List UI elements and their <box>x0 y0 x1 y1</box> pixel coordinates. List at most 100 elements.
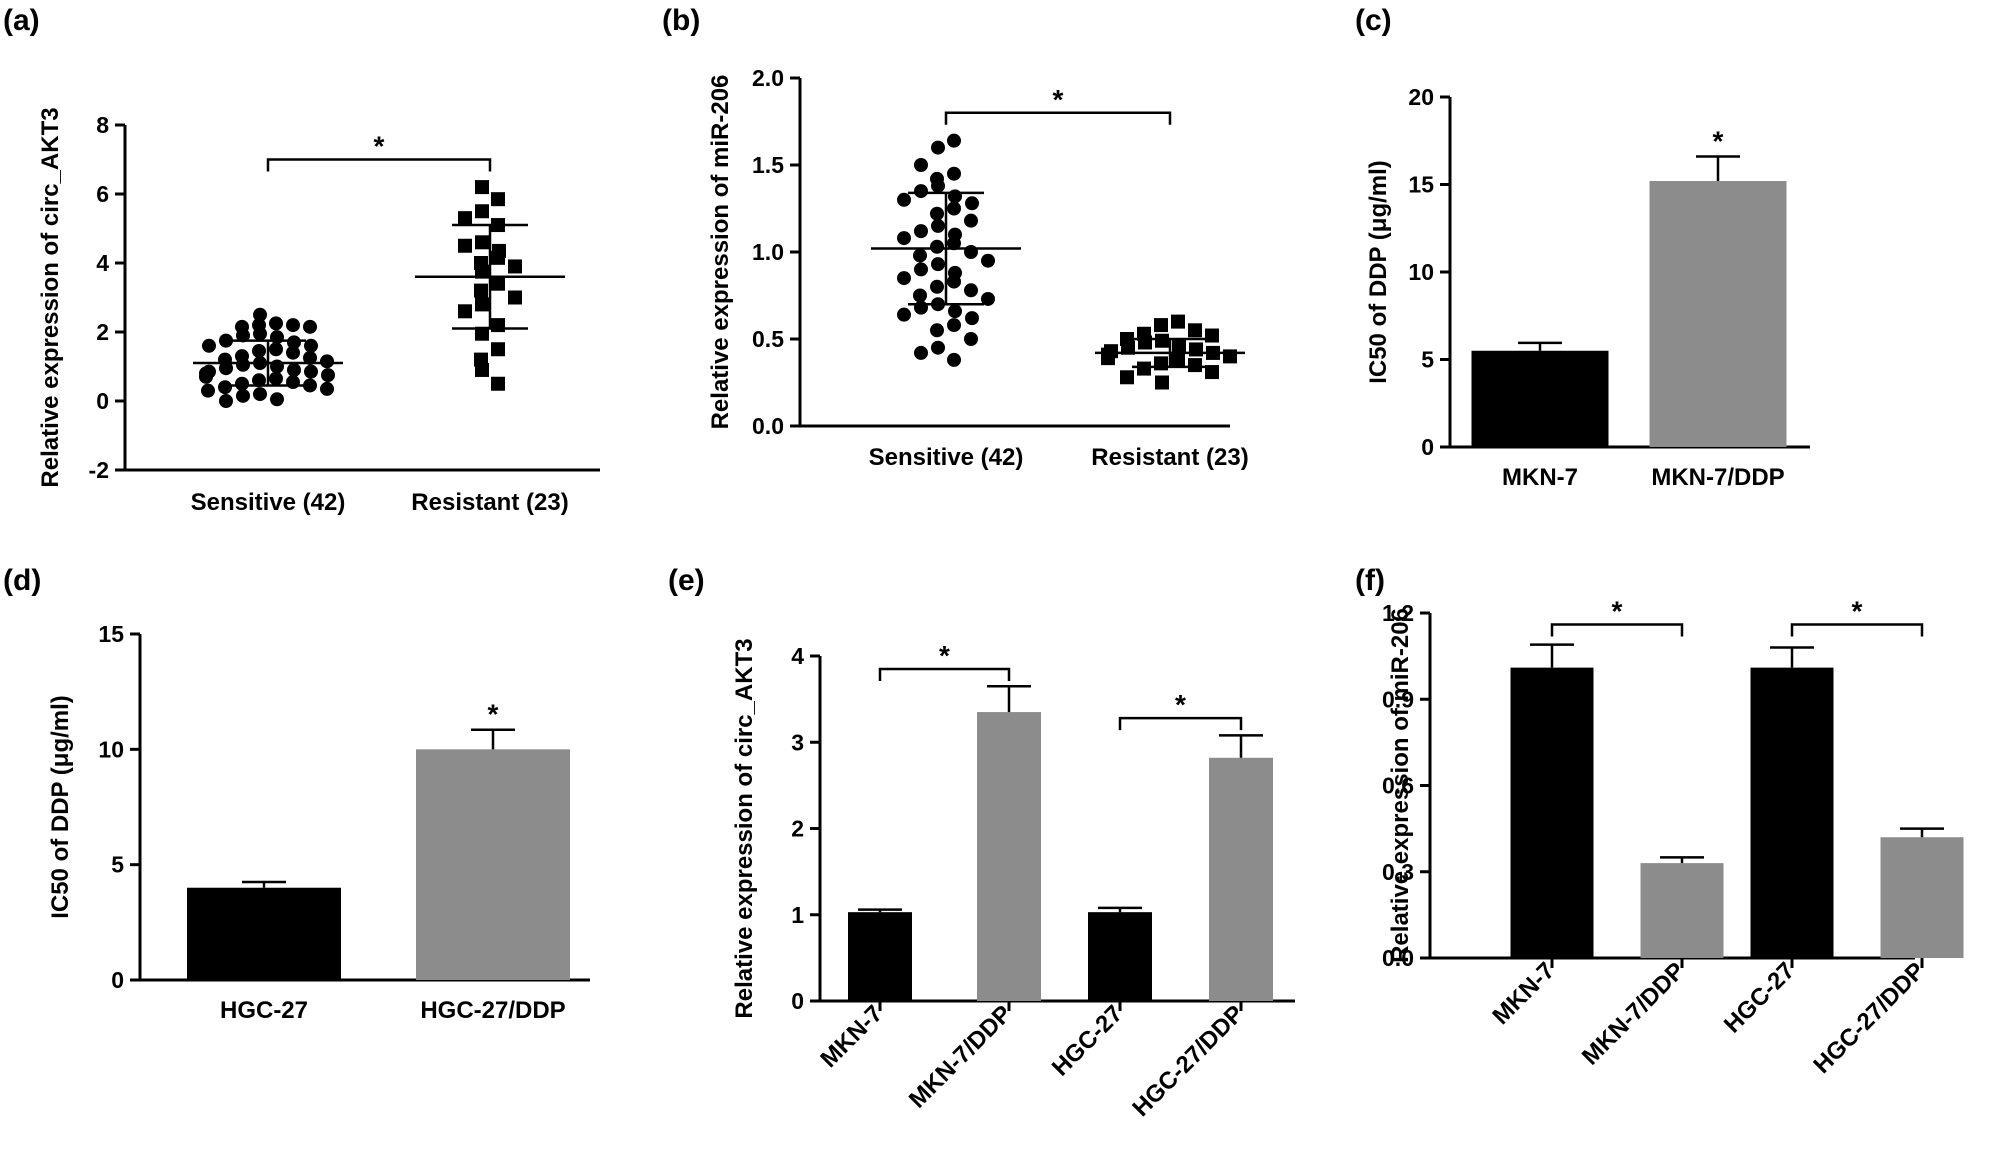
y-axis-label: IC50 of DDP (μg/ml) <box>1365 160 1392 384</box>
significance-star: * <box>1175 689 1186 720</box>
significance-bracket <box>1550 623 1684 637</box>
significance-star: * <box>1852 596 1863 627</box>
data-point <box>947 274 961 289</box>
data-point <box>491 318 505 333</box>
bar <box>1640 863 1724 958</box>
data-point <box>981 291 995 306</box>
data-point <box>269 371 283 386</box>
y-tick-label: 5 <box>1421 347 1434 373</box>
data-point <box>1223 349 1237 364</box>
data-point <box>1154 356 1168 371</box>
data-point <box>475 235 489 250</box>
y-tick-label: 0 <box>791 988 804 1014</box>
data-point <box>269 342 283 357</box>
x-tick-label: MKN-7/DDP <box>1577 957 1690 1070</box>
data-point <box>304 338 318 353</box>
data-point <box>320 354 334 369</box>
y-tick-label: 0 <box>111 967 124 993</box>
data-point <box>491 276 505 291</box>
data-point <box>458 211 472 226</box>
data-point <box>475 297 489 312</box>
y-tick-label: 0.6 <box>1382 773 1414 799</box>
data-point <box>1205 365 1219 380</box>
x-tick-label: MKN-7/DDP <box>904 1000 1017 1113</box>
data-point <box>947 236 961 251</box>
data-point <box>1189 342 1203 357</box>
y-tick-label: 0.9 <box>1382 686 1414 712</box>
data-point <box>914 300 928 315</box>
x-tick-label: Sensitive (42) <box>191 489 346 516</box>
bar <box>1880 837 1964 958</box>
data-point <box>321 368 335 383</box>
data-point <box>474 283 488 298</box>
data-point <box>913 248 927 263</box>
panel-label: (c) <box>1355 4 1392 37</box>
x-tick-label: Resistant (23) <box>411 489 568 516</box>
data-point <box>491 192 505 207</box>
significance-star: * <box>374 131 385 162</box>
data-point <box>914 262 928 277</box>
y-tick-label: 0.0 <box>1382 945 1414 971</box>
data-point <box>320 381 334 396</box>
y-tick-label: 2 <box>96 319 109 345</box>
data-point <box>931 340 945 355</box>
data-point <box>948 189 962 204</box>
panel-label: (b) <box>662 4 700 37</box>
data-point <box>947 201 961 216</box>
y-tick-label: 0.3 <box>1382 859 1414 885</box>
data-point <box>199 369 213 384</box>
data-point <box>286 345 300 360</box>
data-point <box>897 231 911 246</box>
y-axis-label: IC50 of DDP (μg/ml) <box>47 695 74 919</box>
y-tick-label: 10 <box>98 736 124 762</box>
data-point <box>236 388 250 403</box>
y-tick-label: 4 <box>96 250 109 276</box>
y-tick-label: 0.0 <box>752 413 784 439</box>
data-point <box>235 376 249 391</box>
x-tick-label: MKN-7/DDP <box>1651 464 1784 491</box>
data-point <box>475 362 489 377</box>
data-point <box>303 378 317 393</box>
data-point <box>303 350 317 365</box>
data-point <box>914 224 928 239</box>
data-point <box>508 290 522 305</box>
significance-star: * <box>1053 84 1064 115</box>
data-point <box>1172 338 1186 353</box>
data-point <box>201 383 215 398</box>
data-point <box>897 192 911 207</box>
panel-label: (e) <box>668 564 705 597</box>
y-tick-label: 2 <box>791 816 804 842</box>
significance-star: * <box>1612 596 1623 627</box>
y-tick-label: 15 <box>1408 172 1434 198</box>
data-point <box>475 204 489 219</box>
data-point <box>287 335 301 350</box>
significance-star: * <box>939 640 950 671</box>
data-point <box>475 264 489 279</box>
data-point <box>914 158 928 172</box>
data-point <box>236 328 250 343</box>
data-point <box>253 307 267 322</box>
data-point <box>253 326 267 341</box>
panel-label: (d) <box>3 564 41 597</box>
data-point <box>930 279 944 294</box>
significance-bracket <box>944 111 1172 125</box>
y-tick-label: 1.5 <box>752 152 784 178</box>
y-tick-label: 8 <box>96 112 109 138</box>
y-tick-label: 1 <box>791 902 804 928</box>
x-tick-label: Resistant (23) <box>1091 444 1248 471</box>
data-point <box>964 213 978 228</box>
y-tick-label: 4 <box>791 643 804 669</box>
y-tick-label: 6 <box>96 181 109 207</box>
data-point <box>914 184 928 199</box>
x-tick-label: HGC-27/DDP <box>420 997 565 1024</box>
x-tick-label: HGC-27 <box>220 997 308 1024</box>
data-point <box>913 288 927 303</box>
bar <box>1209 757 1273 1001</box>
data-point <box>1154 318 1168 333</box>
x-tick-label: HGC-27/DDP <box>1127 1000 1249 1122</box>
panel-label: (a) <box>3 4 40 37</box>
bar <box>977 712 1041 1001</box>
data-point <box>219 361 233 376</box>
